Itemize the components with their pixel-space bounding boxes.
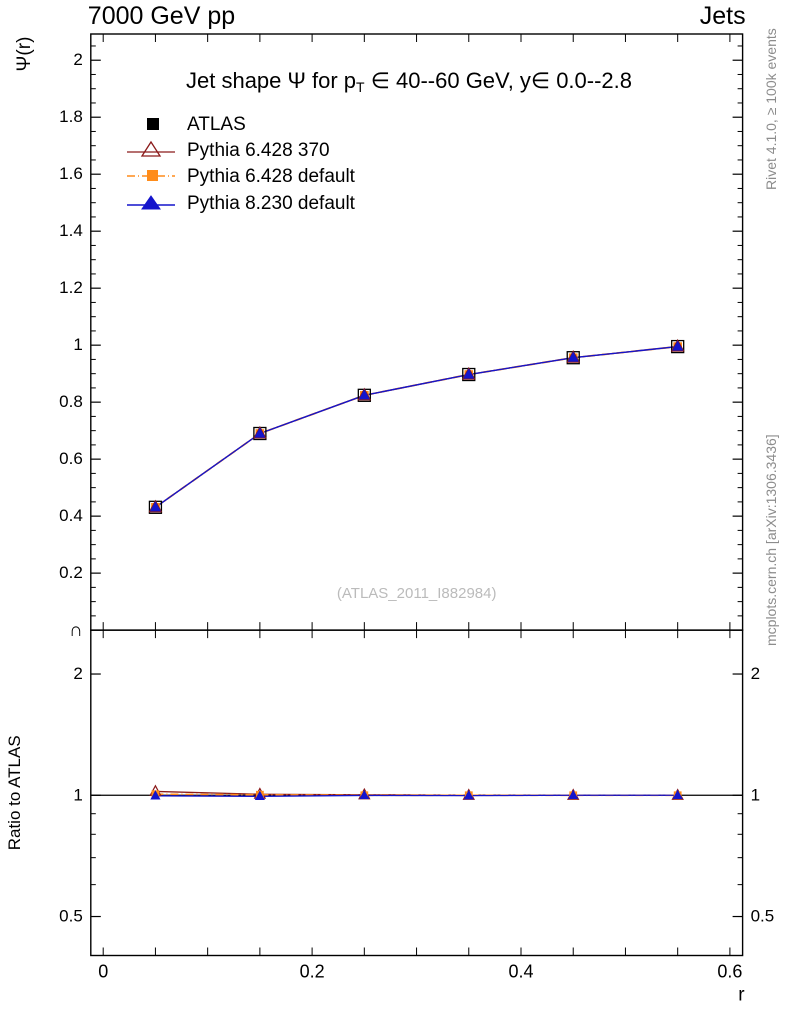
- svg-text:1.6: 1.6: [59, 164, 83, 183]
- svg-text:Ratio to ATLAS: Ratio to ATLAS: [5, 735, 24, 850]
- svg-text:0.4: 0.4: [59, 506, 83, 525]
- svg-text:0.4: 0.4: [508, 962, 533, 982]
- svg-text:1.8: 1.8: [59, 107, 83, 126]
- svg-text:1.4: 1.4: [59, 221, 83, 240]
- svg-text:Rivet 4.1.0, ≥ 100k events: Rivet 4.1.0, ≥ 100k events: [763, 28, 779, 190]
- svg-text:1: 1: [73, 785, 82, 804]
- svg-text:7000 GeV pp: 7000 GeV pp: [88, 2, 235, 30]
- svg-text:0.2: 0.2: [300, 962, 325, 982]
- svg-text:1.2: 1.2: [59, 278, 83, 297]
- svg-text:0.5: 0.5: [59, 907, 83, 926]
- svg-text:Ψ(r): Ψ(r): [14, 37, 35, 72]
- svg-text:Jets: Jets: [700, 2, 746, 30]
- svg-text:r: r: [738, 985, 745, 1006]
- svg-text:Pythia 6.428 370: Pythia 6.428 370: [187, 140, 330, 161]
- svg-text:0.2: 0.2: [59, 563, 83, 582]
- svg-text:1: 1: [73, 335, 82, 354]
- svg-text:ATLAS: ATLAS: [187, 114, 246, 135]
- svg-text:0: 0: [98, 962, 108, 982]
- svg-text:Jet shape Ψ for pT ∈ 40--60 Ge: Jet shape Ψ for pT ∈ 40--60 GeV, y∈ 0.0-…: [186, 68, 632, 95]
- svg-text:mcplots.cern.ch [arXiv:1306.34: mcplots.cern.ch [arXiv:1306.3436]: [763, 434, 779, 646]
- svg-text:2: 2: [73, 664, 82, 683]
- svg-text:1: 1: [751, 785, 760, 804]
- svg-text:0.8: 0.8: [59, 392, 83, 411]
- svg-text:0.6: 0.6: [717, 962, 742, 982]
- svg-text:(ATLAS_2011_I882984): (ATLAS_2011_I882984): [337, 585, 497, 602]
- svg-text:2: 2: [751, 664, 760, 683]
- svg-text:0.6: 0.6: [59, 449, 83, 468]
- svg-text:2: 2: [73, 50, 82, 69]
- svg-text:∩: ∩: [69, 620, 83, 641]
- svg-text:0.5: 0.5: [751, 907, 775, 926]
- svg-text:Pythia 6.428 default: Pythia 6.428 default: [187, 166, 356, 187]
- svg-text:Pythia 8.230 default: Pythia 8.230 default: [187, 193, 356, 214]
